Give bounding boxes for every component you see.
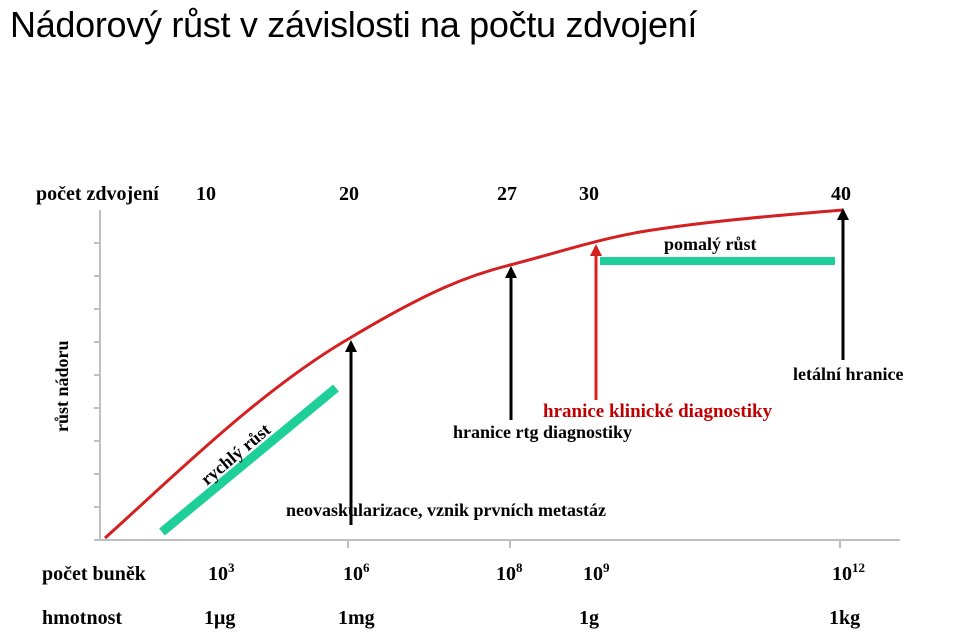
top-tick-label: 40 — [831, 183, 851, 205]
rtg-diagnostics-label: hranice rtg diagnostiky — [453, 422, 632, 442]
mass-value: 1mg — [338, 607, 375, 629]
top-tick-label: 10 — [196, 183, 216, 205]
neovascularization-label: neovaskularizace, vznik prvních metastáz — [286, 500, 606, 520]
y-axis-label: růst nádoru — [52, 340, 72, 432]
mass-value: 1μg — [204, 607, 235, 629]
cell-count-label: počet buněk — [42, 563, 147, 585]
growth-curve — [104, 208, 844, 540]
mass-value: 1kg — [829, 607, 860, 629]
marker-rtg-diagnostics — [505, 266, 517, 420]
mass-value: 1g — [579, 607, 599, 629]
cell-count-value: 1012 — [832, 560, 865, 585]
top-tick-label: 30 — [579, 183, 599, 205]
top-tick-label: 20 — [339, 183, 359, 205]
lethal-limit-label: letální hranice — [793, 364, 904, 384]
cell-count-value: 106 — [343, 560, 370, 585]
marker-clinical-diagnostics — [590, 244, 602, 400]
clinical-diagnostics-label: hranice klinické diagnostiky — [543, 401, 773, 422]
top-tick-label: 27 — [497, 183, 517, 205]
page-title: Nádorový růst v závislosti na počtu zdvo… — [10, 4, 698, 45]
slow-growth-label: pomalý růst — [664, 234, 757, 254]
cell-count-value: 103 — [208, 560, 235, 585]
mass-label: hmotnost — [42, 607, 122, 629]
x-axis — [100, 539, 900, 548]
cell-count-value: 108 — [496, 560, 523, 585]
y-axis — [94, 210, 101, 541]
top-axis-label: počet zdvojení — [36, 183, 159, 205]
marker-neovascularization — [345, 340, 357, 525]
fast-growth-band — [159, 384, 339, 536]
cell-count-value: 109 — [583, 560, 610, 585]
marker-lethal-limit — [837, 208, 849, 360]
